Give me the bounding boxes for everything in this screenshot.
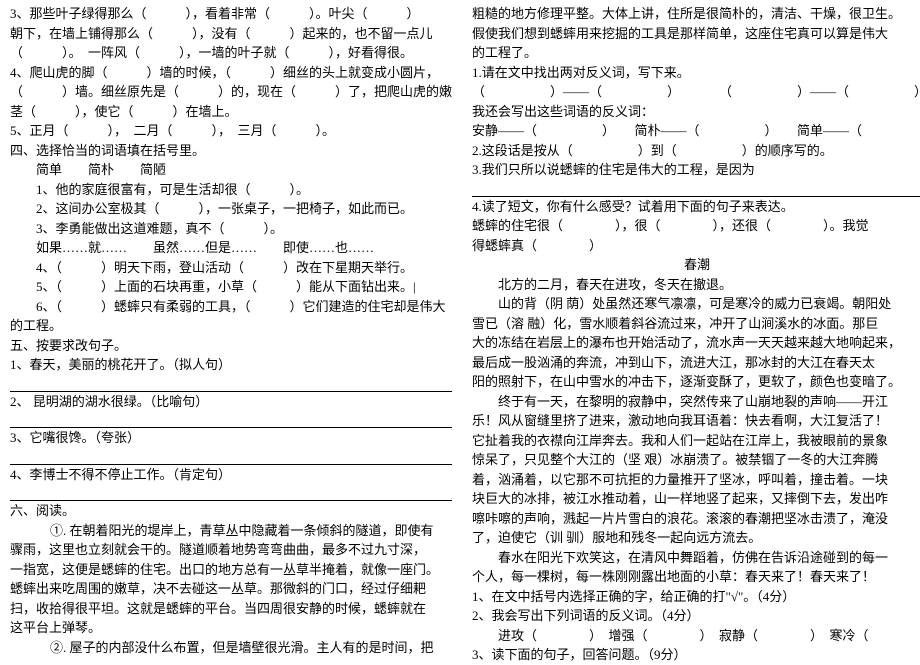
section-heading: 四、选择恰当的词语填在括号里。 xyxy=(10,141,452,161)
paragraph-line: ①. 在朝着阳光的堤岸上，青草丛中隐藏着一条倾斜的隧道，即使有 xyxy=(10,521,452,541)
blank-triple: 安静——（ ） 简朴——（ ） 简单——（ xyxy=(472,121,920,141)
paragraph-line: 惊呆了，只见整个大江的（坚 艰）冰崩溃了。被禁锢了一冬的大江奔腾 xyxy=(472,450,920,470)
list-item: 1、他的家庭很富有，可是生活却很（ ）。 xyxy=(10,180,452,200)
text-line: 茎（ ），使它（ ）在墙上。 xyxy=(10,102,452,122)
list-item: 2、 昆明湖的湖水很绿。（比喻句） xyxy=(10,392,452,412)
list-item: 1、春天，美丽的桃花开了。（拟人句） xyxy=(10,355,452,375)
list-item: 4、（ ）明天下雨，登山活动（ ）改在下星期天举行。 xyxy=(10,258,452,278)
paragraph-line: 着，汹涌着，以它那不可抗拒的力量推开了坚冰，呼叫着，撞击着。一块 xyxy=(472,470,920,490)
blank-pair: （ ）——（ ） （ ）——（ ） xyxy=(472,82,920,102)
paragraph-line: 终于有一天，在黎明的寂静中，突然传来了山崩地裂的声响——开江 xyxy=(472,392,920,412)
paragraph-line: 山的背（阴 荫）处虽然还寒气凛凛，可是寒冷的威力已衰竭。朝阳处 xyxy=(472,294,920,314)
paragraph-line: ②. 屋子的内部没什么布置，但是墙壁很光滑。主人有的是时间，把 xyxy=(10,638,452,658)
question-line: 2、我会写出下列词语的反义词。（4分） xyxy=(472,606,920,626)
list-item: 3、它嘴很馋。（夸张） xyxy=(10,428,452,448)
section-heading: 六、阅读。 xyxy=(10,501,452,521)
text-line: 4、爬山虎的脚（ ）墙的时候，（ ）细丝的头上就变成小圆片， xyxy=(10,63,452,83)
text-line: （ ）墙。细丝原先是（ ）的，现在（ ）了，把爬山虎的嫩 xyxy=(10,82,452,102)
passage-title: 春潮 xyxy=(472,255,920,275)
paragraph-line: 大的冻结在岩层上的瀑布也开始活动了，流水声一天天越来越大地响起来， xyxy=(472,333,920,353)
paragraph-line: 雪已（溶 融）化，雪水顺着斜谷流过来，冲开了山涧溪水的冰面。那巨 xyxy=(472,314,920,334)
text-line: 简单 简朴 简陋 xyxy=(10,160,452,180)
blank-quad: 进攻（ ） 增强（ ） 寂静（ ） 寒冷（ xyxy=(472,626,920,646)
question-line: 3、读下面的句子，回答问题。（9分） xyxy=(472,645,920,665)
list-item: 4、李博士不得不停止工作。（肯定句） xyxy=(10,465,452,485)
paragraph-line: 最后成一股汹涌的奔流，冲到山下，流进大江，那冰封的大江在春天太 xyxy=(472,353,920,373)
section-heading: 五、按要求改句子。 xyxy=(10,336,452,356)
paragraph-line: 粗糙的地方修理平整。大体上讲，住所是很简朴的，清洁、干燥，很卫生。 xyxy=(472,4,920,24)
paragraph-line: 它扯着我的衣襟向江岸奔去。我和人们一起站在江岸上，我被眼前的景象 xyxy=(472,431,920,451)
question-line: 得蟋蟀真（ ） xyxy=(472,236,920,256)
question-line: 4.读了短文，你有什么感受？试着用下面的句子来表达。 xyxy=(472,197,920,217)
paragraph-line: 北方的二月，春天在进攻，冬天在撤退。 xyxy=(472,275,920,295)
question-line: 2.这段话是按从（ ）到（ ）的顺序写的。 xyxy=(472,141,920,161)
paragraph-line: 假使我们想到蟋蟀用来挖掘的工具是那样简单，这座住宅真可以算是伟大 xyxy=(472,24,920,44)
blank-line xyxy=(10,488,452,501)
list-item: 5、（ ）上面的石块再重，小草（ ）能从下面钻出来。| xyxy=(10,277,452,297)
question-line: 1.请在文中找出两对反义词，写下来。 xyxy=(472,63,920,83)
question-line: 3.我们只所以说蟋蟀的住宅是伟大的工程，是因为 xyxy=(472,160,920,180)
paragraph-line: 个人，每一棵树，每一株刚刚露出地面的小草：春天来了！春天来了！ xyxy=(472,567,920,587)
blank-triple: 蟋蟀的住宅很（ ），很（ ），还很（ ）。我觉 xyxy=(472,216,920,236)
list-item: 3、李勇能做出这道难题，真不（ ）。 xyxy=(10,219,452,239)
question-line: 1、在文中括号内选择正确的字，给正确的打"√"。（4分） xyxy=(472,587,920,607)
blank-line xyxy=(10,452,452,465)
text-line: 3、那些叶子绿得那么（ ），看着非常（ ）。叶尖（ ） xyxy=(10,4,452,24)
paragraph-line: 一指宽，这便是蟋蟀的住宅。出口的地方总有一丛草半掩着，就像一座门。 xyxy=(10,560,452,580)
paragraph-line: 嚓咔嚓的声响，溅起一片片雪白的浪花。滚滚的春潮把坚冰击溃了，淹没 xyxy=(472,509,920,529)
list-item: 6、（ ）蟋蟀只有柔弱的工具，（ ）它们建造的住宅却是伟大 xyxy=(10,297,452,317)
paragraph-line: 块巨大的冰排，被江水推动着，山一样地竖了起来，又摔倒下去，发出咋 xyxy=(472,489,920,509)
list-item: 2、这间办公室极其（ ），一张桌子，一把椅子，如此而已。 xyxy=(10,199,452,219)
paragraph-line: 了，迫使它（训 驯）服地和残冬一起向远方流去。 xyxy=(472,528,920,548)
paragraph-line: 的工程了。 xyxy=(472,43,920,63)
text-line: 朝下，在墙上铺得那么（ ），没有（ ）起来的，也不留一点儿 xyxy=(10,24,452,44)
blank-line xyxy=(10,379,452,392)
question-line: 我还会写出这些词语的反义词： xyxy=(472,102,920,122)
paragraph-line: 蟋蟀出来吃周围的嫩草，决不去碰这一丛草。那微斜的门口，经过仔细耙 xyxy=(10,579,452,599)
paragraph-line: 阳的照射下，在山中雪水的冲击下，逐渐变酥了，更软了，颜色也变暗了。 xyxy=(472,372,920,392)
paragraph-line: 扫，收拾得很平坦。这就是蟋蟀的平台。当四周很安静的时候，蟋蟀就在 xyxy=(10,599,452,619)
text-line: 5、正月（ ）， 二月（ ）， 三月（ ）。 xyxy=(10,121,452,141)
text-line: 如果……就…… 虽然……但是…… 即使……也…… xyxy=(10,238,452,258)
paragraph-line: 乐！风从窗缝里挤了进来，激动地向我耳语着：快去看啊，大江复活了！ xyxy=(472,411,920,431)
text-line: 的工程。 xyxy=(10,316,452,336)
blank-line xyxy=(10,415,452,428)
paragraph-line: 春水在阳光下欢笑这，在清风中舞蹈着，仿佛在告诉沿途碰到的每一 xyxy=(472,548,920,568)
text-line: （ ）。 一阵风（ ），一墙的叶子就（ ），好看得很。 xyxy=(10,43,452,63)
blank-line xyxy=(472,184,920,197)
paragraph-line: 这平台上弹琴。 xyxy=(10,618,452,638)
paragraph-line: 骤雨，这里也立刻就会干的。隧道顺着地势弯弯曲曲，最多不过九寸深， xyxy=(10,540,452,560)
